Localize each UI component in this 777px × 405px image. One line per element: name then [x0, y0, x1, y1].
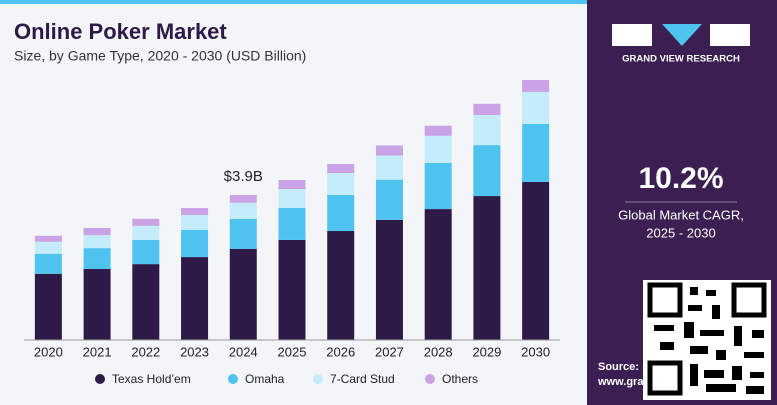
bar-segment: [278, 207, 306, 240]
source-url: www.gra: [597, 376, 644, 388]
cagr-period: 2025 - 2030: [646, 225, 715, 240]
bar-segment: [375, 179, 403, 220]
logo-block: [612, 24, 652, 46]
bar-segment: [473, 196, 501, 340]
legend-marker: [228, 374, 238, 384]
bar-segment: [522, 123, 550, 182]
x-tick-label: 2023: [180, 344, 209, 359]
bar-segment: [181, 215, 209, 230]
bar-segment: [229, 218, 257, 249]
bar-segment: [83, 248, 111, 269]
x-tick-label: 2026: [326, 344, 355, 359]
bar-segment: [375, 219, 403, 340]
bar-segment: [34, 241, 62, 254]
legend-label: Omaha: [245, 372, 285, 386]
logo: [612, 24, 750, 46]
bar-segment: [83, 228, 111, 236]
bar-segment: [132, 225, 160, 240]
cagr-label: Global Market CAGR,: [618, 207, 744, 222]
legend-label: Others: [442, 372, 478, 386]
x-tick-label: 2028: [424, 344, 453, 359]
bar-segment: [424, 209, 452, 340]
legend-marker: [313, 374, 323, 384]
bar-segment: [132, 218, 160, 226]
bar-segment: [473, 145, 501, 197]
legend-marker: [425, 374, 435, 384]
x-tick-label: 2021: [83, 344, 112, 359]
bar-segment: [181, 229, 209, 258]
bar-segment: [424, 162, 452, 210]
qr-code: [643, 280, 771, 400]
x-tick-label: 2030: [521, 344, 550, 359]
legend-label: Texas Hold’em: [112, 372, 191, 386]
bar-segment: [34, 273, 62, 340]
bar-segment: [83, 235, 111, 249]
bar-segment: [375, 145, 403, 156]
bar-segment: [229, 194, 257, 203]
bar-segment: [83, 268, 111, 340]
x-tick-label: 2024: [229, 344, 258, 359]
logo-triangle: [662, 24, 702, 46]
bar-segment: [522, 91, 550, 124]
bar-segment: [424, 125, 452, 136]
chart-subtitle: Size, by Game Type, 2020 - 2030 (USD Bil…: [14, 48, 306, 64]
legend-marker: [95, 374, 105, 384]
qr-finder: [647, 360, 683, 396]
bar-segment: [522, 181, 550, 340]
logo-block: [710, 24, 750, 46]
bar-segment: [522, 80, 550, 92]
chart-title: Online Poker Market: [14, 19, 227, 44]
bar-segment: [278, 188, 306, 208]
bar-segment: [181, 207, 209, 216]
bar-segment: [278, 239, 306, 340]
bar-segment: [132, 264, 160, 340]
x-tick-label: 2029: [472, 344, 501, 359]
bar-segment: [278, 180, 306, 189]
x-tick-label: 2027: [375, 344, 404, 359]
brand: GRAND VIEW RESEARCH: [622, 54, 740, 65]
bar-segment: [327, 164, 355, 173]
annotation: $3.9B: [224, 168, 263, 185]
bar-segment: [181, 257, 209, 340]
x-tick-label: 2025: [278, 344, 307, 359]
bar-segment: [375, 155, 403, 180]
bar-segment: [473, 103, 501, 115]
bar-segment: [34, 253, 62, 274]
x-tick-label: 2022: [131, 344, 160, 359]
bar-segment: [327, 231, 355, 340]
bar-segment: [229, 202, 257, 219]
x-tick-label: 2020: [34, 344, 63, 359]
bar-segment: [327, 194, 355, 232]
cagr-value: 10.2%: [638, 162, 723, 195]
bar-segment: [473, 114, 501, 146]
source-label: Source:: [598, 361, 639, 373]
qr-finder: [731, 282, 767, 318]
bar-segment: [424, 135, 452, 163]
bar-segment: [132, 239, 160, 265]
qr-background: [643, 280, 771, 400]
bar-segment: [327, 172, 355, 195]
bar-segment: [229, 248, 257, 340]
qr-finder: [647, 282, 683, 318]
legend-label: 7-Card Stud: [330, 372, 395, 386]
top-rule: [0, 0, 587, 4]
bar-segment: [34, 235, 62, 242]
qr-modules: [654, 287, 764, 394]
